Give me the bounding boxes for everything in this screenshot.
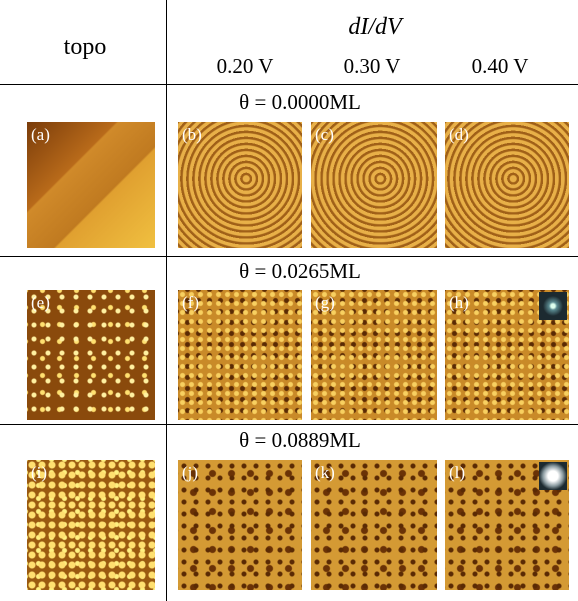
stm-image: (d) — [445, 122, 569, 248]
voltage-label: 0.30 V — [344, 54, 401, 79]
panel-label: (a) — [31, 125, 50, 145]
panel-label: (j) — [182, 463, 198, 483]
stm-image: (c) — [311, 122, 437, 248]
stm-image: (h) — [445, 290, 569, 420]
row-divider — [0, 424, 578, 425]
column-divider — [166, 0, 167, 601]
panel-label: (d) — [449, 125, 469, 145]
panel-label: (b) — [182, 125, 202, 145]
panel-label: (k) — [315, 463, 335, 483]
stm-image: (i) — [27, 460, 155, 590]
voltage-label: 0.40 V — [472, 54, 529, 79]
stm-image: (l) — [445, 460, 569, 590]
coverage-label: θ = 0.0000ML — [239, 90, 361, 115]
coverage-label: θ = 0.0889ML — [239, 428, 361, 453]
didv-header: dI/dV — [348, 14, 401, 41]
stm-image: (e) — [27, 290, 155, 420]
panel-label: (g) — [315, 293, 335, 313]
stm-image: (j) — [178, 460, 302, 590]
row-divider — [0, 256, 578, 257]
fft-inset — [539, 292, 567, 320]
panel-label: (e) — [31, 293, 50, 313]
stm-image: (g) — [311, 290, 437, 420]
stm-image: (a) — [27, 122, 155, 248]
voltage-label: 0.20 V — [217, 54, 274, 79]
fft-inset — [539, 462, 567, 490]
panel-label: (f) — [182, 293, 199, 313]
panel-label: (c) — [315, 125, 334, 145]
stm-image: (b) — [178, 122, 302, 248]
stm-image: (f) — [178, 290, 302, 420]
coverage-label: θ = 0.0265ML — [239, 259, 361, 284]
panel-label: (h) — [449, 293, 469, 313]
figure: topo dI/dV 0.20 V 0.30 V 0.40 V θ = 0.0000M… — [0, 0, 578, 601]
panel-label: (l) — [449, 463, 465, 483]
panel-label: (i) — [31, 463, 47, 483]
row-divider — [0, 84, 578, 85]
topo-header: topo — [64, 34, 107, 61]
stm-image: (k) — [311, 460, 437, 590]
